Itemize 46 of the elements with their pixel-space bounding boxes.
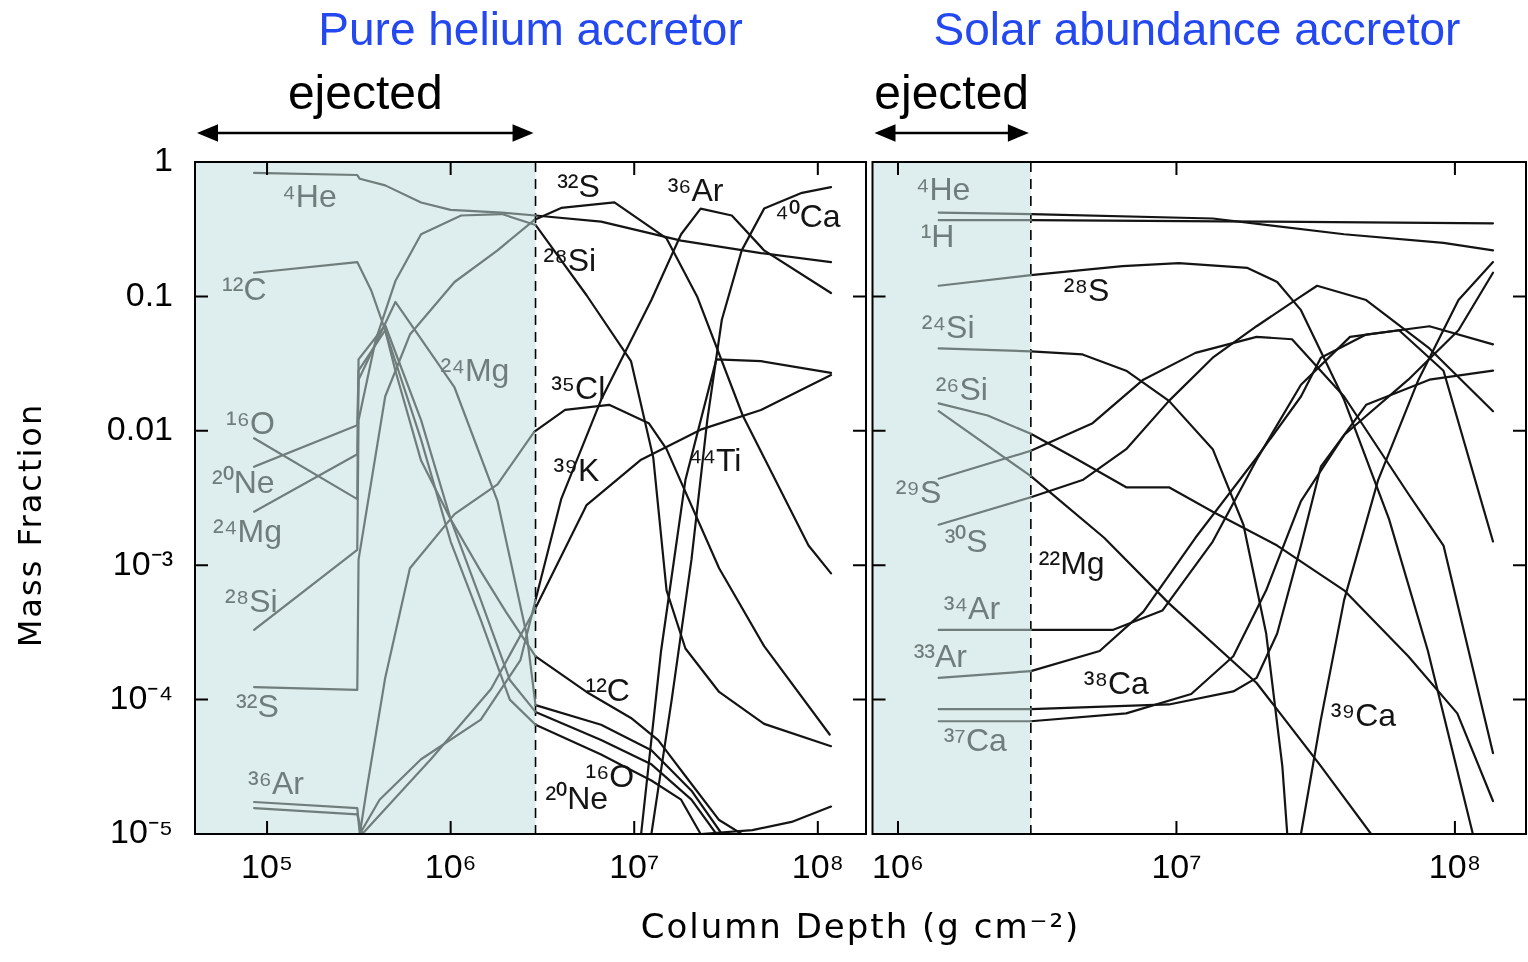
x-tick-label: 10⁸ <box>791 846 844 885</box>
series-label: ²⁴Mg <box>440 352 510 389</box>
series-label: ⁴He <box>915 171 971 208</box>
series-label: ³⁶Ar <box>667 172 724 209</box>
chart-title: Pure helium accretor <box>318 2 743 56</box>
series-label: ³⁸Ca <box>1083 664 1150 701</box>
y-tick-label: 0.1 <box>125 274 173 313</box>
series-label: ²²Mg <box>1038 544 1105 581</box>
x-axis-title: Column Depth (g cm⁻²) <box>640 906 1081 946</box>
x-tick-label: 10⁶ <box>424 846 477 885</box>
band-label: ejected <box>287 66 443 120</box>
y-tick-label: 0.01 <box>106 409 173 448</box>
x-tick-label: 10⁷ <box>609 846 660 885</box>
series-label: ³⁰S <box>944 522 988 559</box>
series-label: ³⁵Cl <box>551 369 606 406</box>
series-label: ³²S <box>236 687 279 724</box>
series-label: ³²S <box>557 167 600 204</box>
series-label: ¹²C <box>222 270 267 307</box>
x-tick-label: 10⁸ <box>1428 846 1481 885</box>
x-tick-label: 10⁶ <box>872 846 924 885</box>
y-tick-label: 1 <box>154 140 173 179</box>
series-label: ³⁷Ca <box>943 722 1008 759</box>
text: ²⁴Mg <box>213 512 282 549</box>
chart-title: Solar abundance accretor <box>933 2 1461 56</box>
series-label: ²⁸S <box>1063 271 1110 308</box>
series-label: ¹²C <box>585 672 630 709</box>
series-label: ¹⁶O <box>226 405 275 442</box>
series-label: ²⁸Si <box>225 582 278 619</box>
series-label: ²⁶Si <box>935 371 988 408</box>
series-label: ³⁹Ca <box>1330 697 1397 734</box>
y-tick-label: 10⁻⁵ <box>110 812 173 851</box>
series-label: ⁴⁰Ca <box>775 197 841 234</box>
series-label: ²⁰Ne <box>212 463 275 500</box>
y-tick-label: 10⁻⁴ <box>109 677 173 716</box>
series-label: ³³Ar <box>913 637 968 674</box>
series-label: ¹H <box>920 217 955 254</box>
y-tick-label: 10⁻³ <box>112 543 173 582</box>
band-label: ejected <box>874 66 1030 120</box>
x-tick-label: 10⁷ <box>1151 846 1202 885</box>
x-tick-label: 10⁵ <box>241 846 294 885</box>
y-axis-title: Mass Fraction <box>11 402 49 648</box>
series-label: ²⁹S <box>895 473 942 510</box>
series-label: ⁴He <box>282 177 337 214</box>
series-label: ³⁴Ar <box>943 589 1001 626</box>
series-label: ²⁴Si <box>921 309 975 346</box>
series-label: ³⁶Ar <box>248 764 305 801</box>
